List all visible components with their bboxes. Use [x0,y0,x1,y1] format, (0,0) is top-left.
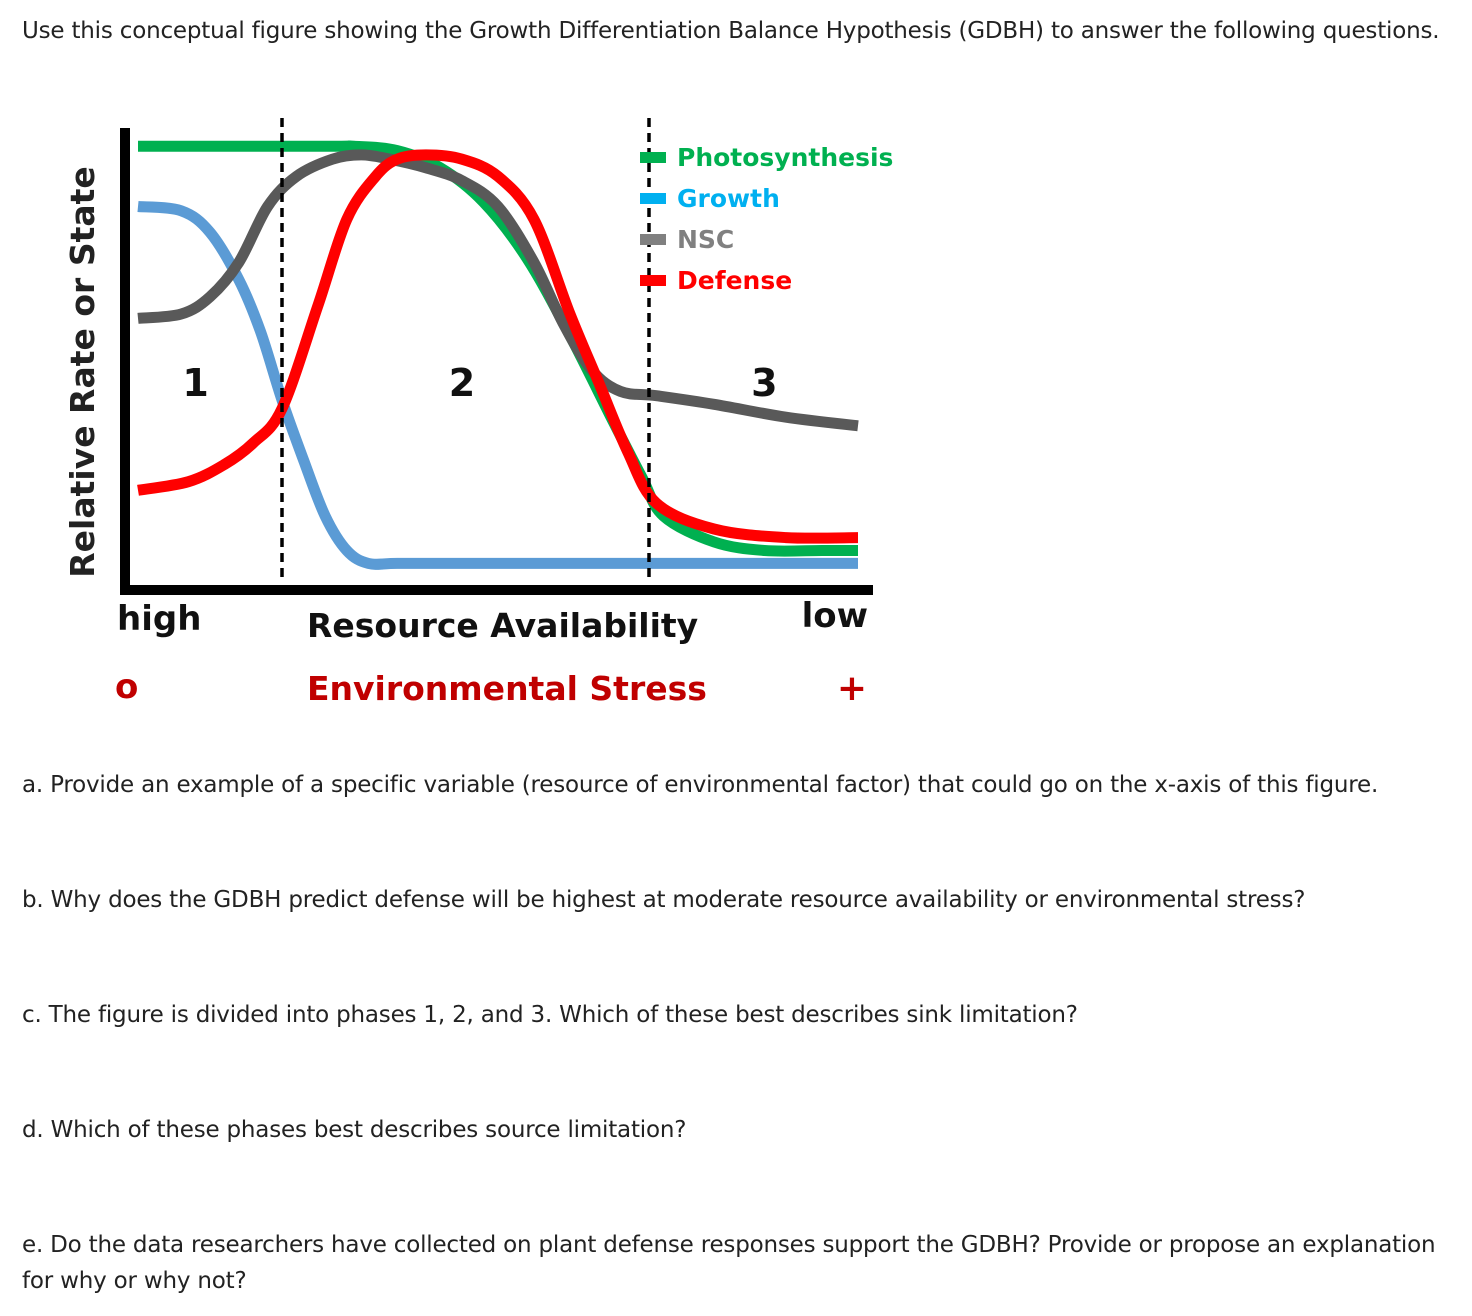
phase-label-2: 2 [449,361,475,405]
gdbh-figure: Relative Rate or State high low Resource… [0,100,900,720]
phase-labels: 1 2 3 [182,361,777,405]
nsc-curve [137,149,859,432]
question-d: d. Which of these phases best describes … [22,1117,687,1143]
y-axis-label: Relative Rate or State [63,166,102,578]
question-e: e. Do the data researchers have collecte… [22,1232,1436,1294]
legend-label-defense: Defense [677,266,792,295]
legend-swatch-growth [640,193,666,204]
x2-tick-zero: o [115,667,138,707]
legend-swatch-nsc [640,234,666,245]
x-axis-label: Resource Availability [307,606,698,645]
phase-label-3: 3 [751,361,777,405]
question-b: b. Why does the GDBH predict defense wil… [22,887,1306,913]
x2-axis-label: Environmental Stress [307,669,707,708]
growth-curve [137,201,858,570]
legend: Photosynthesis Growth NSC Defense [640,143,893,295]
x2-tick-plus: + [837,668,867,709]
question-a: a. Provide an example of a specific vari… [22,772,1379,798]
intro-text: Use this conceptual figure showing the G… [22,18,1440,44]
legend-swatch-photosynthesis [640,152,666,163]
gdbh-chart: Relative Rate or State high low Resource… [63,118,893,709]
question-c: c. The figure is divided into phases 1, … [22,1002,1078,1028]
legend-label-growth: Growth [677,184,780,213]
legend-swatch-defense [640,275,666,286]
curves-layer [137,140,859,570]
x-tick-low: low [802,596,868,636]
legend-label-nsc: NSC [677,225,734,254]
legend-label-photosynthesis: Photosynthesis [677,143,893,172]
x-tick-high: high [117,599,201,639]
defense-curve [137,149,859,544]
phase-label-1: 1 [182,361,208,405]
